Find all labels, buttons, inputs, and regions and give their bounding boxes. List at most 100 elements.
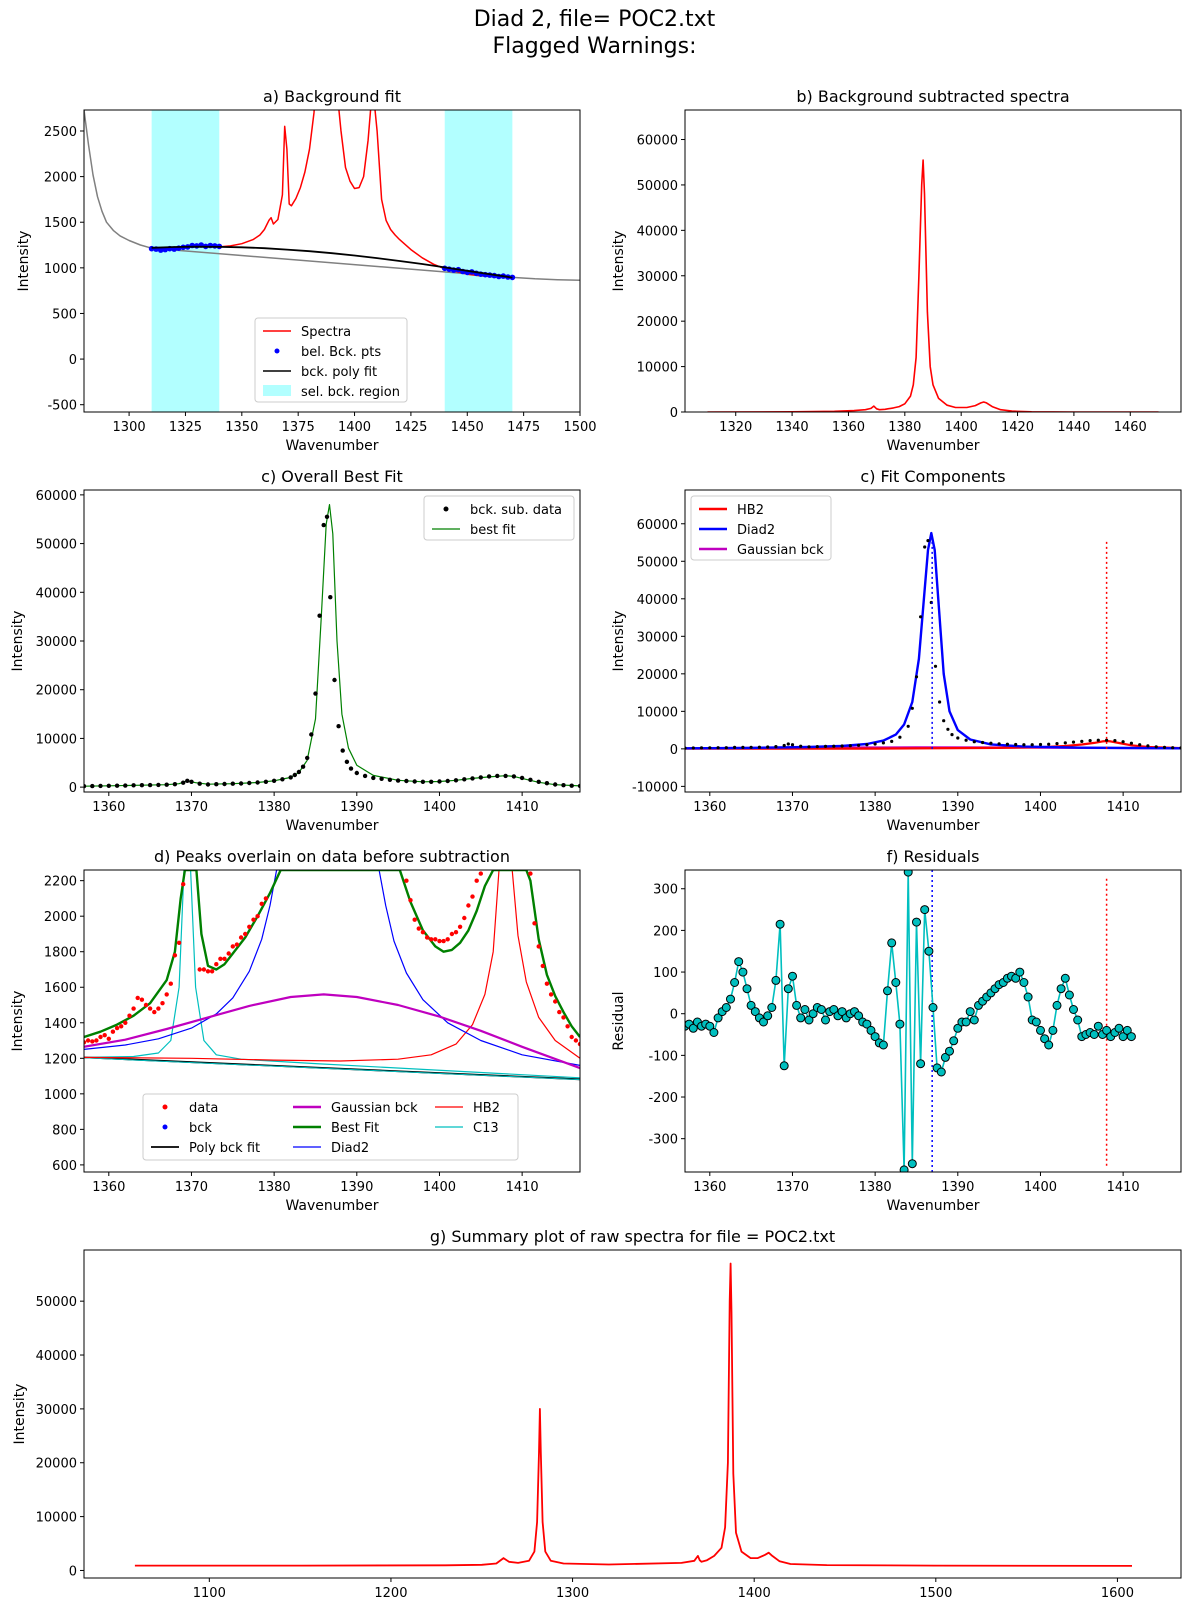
plot-b-content [707,159,1159,412]
data-point [544,981,550,986]
data-point [964,738,968,742]
x-tick-label: 1300 [113,420,146,435]
residual-point [920,905,930,915]
residual-point [808,1009,818,1019]
residual-point [734,957,744,967]
data-point [305,755,310,761]
data-point [823,744,828,749]
x-axis-label: Wavenumber [285,818,378,834]
x-tick-label: 1360 [92,800,125,815]
x-tick-label: 1360 [693,800,726,815]
residual-point [940,1052,950,1062]
data-point [865,743,869,747]
x-tick-label: 1200 [374,1586,407,1601]
y-tick-label: -300 [648,1133,678,1148]
data-point [147,782,153,788]
x-tick-label: 1410 [506,1180,539,1195]
data-point [247,924,252,929]
plot-frame-c2 [684,489,1182,793]
x-tick-label: 1410 [1107,800,1140,815]
bck-sub-spectrum-line [707,159,1159,412]
legend-label: HB2 [737,503,764,518]
data-point [98,783,103,789]
data-point [230,944,235,949]
x-tick-label: 1390 [941,1180,974,1195]
residual-point [949,1036,959,1046]
x-axis-label: Wavenumber [285,1198,378,1214]
y-tick-label: 40000 [36,586,77,601]
data-point [462,915,467,921]
y-tick-label: 60000 [36,489,77,504]
data-point [782,743,786,748]
residual-point [1073,1015,1083,1025]
legend-label: Diad2 [737,523,775,538]
x-tick-label: 1390 [340,800,373,815]
x-tick-label: 1440 [1057,420,1090,435]
residual-point [878,1040,888,1050]
residual-point [763,1011,773,1021]
data-point [1038,742,1043,747]
y-tick-label: 0 [69,1564,77,1579]
plot-frame-a [83,109,581,413]
gaussian-bck-line [84,993,580,1070]
figure-title-line2: Flagged Warnings: [492,34,697,59]
x-tick-label: 1400 [423,800,456,815]
residual-point [953,1023,963,1033]
y-tick-label: 800 [52,1123,77,1138]
residual-point [1102,1025,1112,1035]
plot-frame-g [83,1249,1182,1579]
data-point [197,781,202,786]
residual-point [767,1003,777,1012]
residual-point [796,1013,806,1023]
y-tick-label: 0 [670,1008,678,1023]
y-tick-label: 20000 [637,315,678,330]
axes-d: 1360 1370 1380 1390 1400 1410 600 800 1000 1200 14… [10,847,539,1214]
data-point [470,894,475,899]
data-point [495,773,500,779]
data-point [557,1009,562,1015]
x-tick-label: 1425 [394,420,427,435]
y-tick-label: 1800 [44,946,77,961]
residual-point [1148,0,1156,4]
bck-point [157,247,164,253]
x-tick-label: 1370 [175,1180,208,1195]
residual-point [738,967,748,977]
y-tick-label: 2000 [44,171,77,186]
data-point [110,1029,116,1034]
data-point [123,783,128,788]
data-point [807,745,811,749]
residual-point [829,1005,839,1014]
legend-box [423,495,575,541]
y-tick-label: 1000 [44,262,77,277]
hb2-line [84,870,580,1062]
residual-point [1132,0,1140,4]
data-point [205,782,211,787]
legend-swatch [443,506,449,512]
data-point [433,937,438,942]
data-point [313,691,318,696]
y-axis-label: Intensity [611,231,627,292]
data-point [139,783,145,788]
legend-label: bel. Bck. pts [301,345,381,360]
x-axis-label: Wavenumber [886,818,979,834]
x-tick-label: 1360 [832,420,865,435]
data-point [123,1020,128,1025]
data-point [474,878,479,883]
chart-title: c) Overall Best Fit [261,467,403,486]
x-tick-label: 1410 [1107,1180,1140,1195]
x-tick-label: 1390 [941,800,974,815]
data-point [114,1025,120,1031]
data-point [243,931,248,937]
residual-point [1122,1025,1132,1035]
data-point [181,882,186,887]
data-point [989,741,993,745]
plot-f-content [685,0,1156,1172]
data-point [152,1009,157,1015]
data-point [1096,738,1100,742]
data-point [898,735,902,739]
y-tick-label: -100 [648,1049,678,1064]
data-point [536,779,541,784]
data-point [453,778,459,783]
data-point [238,781,244,786]
